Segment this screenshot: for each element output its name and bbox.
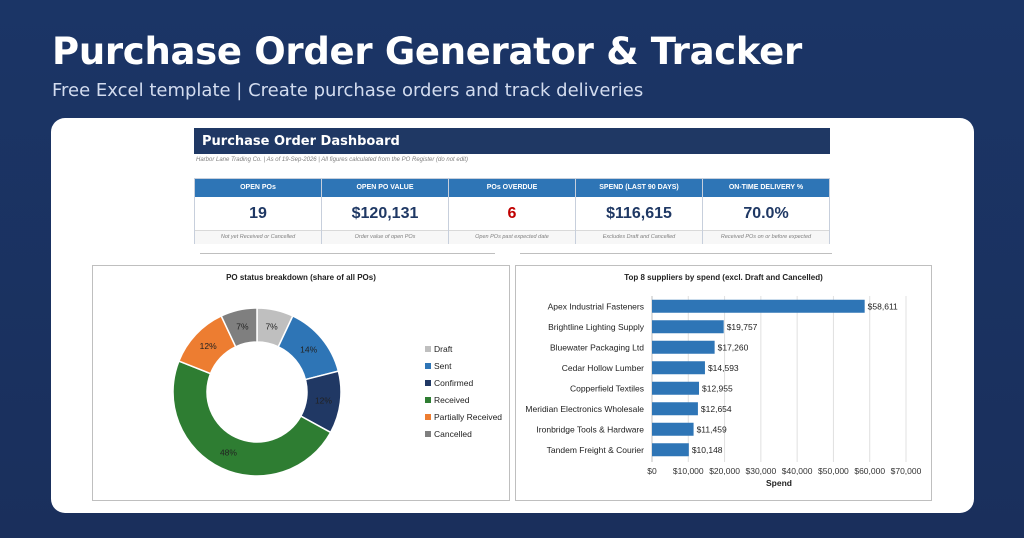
legend-swatch [425, 363, 431, 369]
kpi-value: 70.0% [743, 205, 789, 222]
x-tick-label: $20,000 [709, 466, 740, 476]
donut-slice [172, 360, 332, 477]
legend-swatch [425, 431, 431, 437]
bar [652, 361, 705, 375]
kpi-open-po-value: OPEN PO VALUE $120,131 Order value of op… [322, 178, 449, 244]
legend-item: Draft [434, 344, 453, 354]
slice-label: 7% [265, 322, 278, 332]
x-tick-label: $30,000 [745, 466, 776, 476]
legend-item: Confirmed [434, 378, 473, 388]
kpi-note: Open POs past expected date [449, 230, 575, 244]
chart-title: PO status breakdown (share of all POs) [226, 273, 376, 282]
data-label: $19,757 [727, 322, 758, 332]
kpi-open-pos: OPEN POs 19 Not yet Received or Cancelle… [194, 178, 322, 244]
dashboard-meta: Harbor Lane Trading Co. | As of 19-Sep-2… [196, 157, 469, 163]
legend-swatch [425, 380, 431, 386]
bar [652, 402, 698, 416]
kpi-on-time-delivery: ON-TIME DELIVERY % 70.0% Received POs on… [703, 178, 830, 244]
legend-swatch [425, 414, 431, 420]
kpi-spend-90-days: SPEND (LAST 90 DAYS) $116,615 Excludes D… [576, 178, 703, 244]
kpi-value: 19 [249, 205, 267, 222]
x-tick-label: $70,000 [891, 466, 922, 476]
kpi-label: POs OVERDUE [449, 179, 575, 197]
data-label: $12,654 [701, 404, 732, 414]
x-tick-label: $40,000 [782, 466, 813, 476]
data-label: $17,260 [718, 342, 749, 352]
kpi-value: $116,615 [606, 205, 672, 222]
donut-slice [220, 307, 258, 348]
kpi-note: Received POs on or before expected [703, 230, 829, 244]
data-label: $10,148 [692, 445, 723, 455]
legend-item: Sent [434, 361, 452, 371]
dashboard-title: Purchase Order Dashboard [194, 128, 830, 154]
category-label: Apex Industrial Fasteners [548, 301, 644, 311]
kpi-note: Order value of open POs [322, 230, 448, 244]
kpi-pos-overdue: POs OVERDUE 6 Open POs past expected dat… [449, 178, 576, 244]
category-label: Ironbridge Tools & Hardware [536, 424, 644, 434]
donut-chart: 7% 14% 12% 48% 12% 7% Draft Sent Confirmed Receiv… [172, 307, 502, 477]
legend-item: Partially Received [434, 412, 502, 422]
slice-label: 12% [315, 395, 332, 405]
legend-swatch [425, 397, 431, 403]
legend-item: Cancelled [434, 429, 472, 439]
kpi-label: OPEN POs [195, 179, 321, 197]
slice-label: 12% [200, 341, 217, 351]
bar [652, 422, 694, 436]
legend-item: Received [434, 395, 470, 405]
x-tick-label: $60,000 [854, 466, 885, 476]
kpi-label: ON-TIME DELIVERY % [703, 179, 829, 197]
kpi-label: OPEN PO VALUE [322, 179, 448, 197]
status-chart: PO status breakdown (share of all POs) 7… [92, 265, 510, 501]
legend-swatch [425, 346, 431, 352]
kpi-label: SPEND (LAST 90 DAYS) [576, 179, 702, 197]
x-axis-title: Spend [766, 478, 792, 488]
bar [652, 443, 689, 457]
category-label: Bluewater Packaging Ltd [550, 342, 644, 352]
bar [652, 381, 700, 395]
data-label: $12,955 [702, 383, 733, 393]
kpi-note: Excludes Draft and Cancelled [576, 230, 702, 244]
category-label: Tandem Freight & Courier [547, 445, 644, 455]
kpi-note: Not yet Received or Cancelled [195, 230, 321, 244]
supplier-chart: Top 8 suppliers by spend (excl. Draft an… [515, 265, 932, 501]
kpi-value: $120,131 [351, 205, 419, 222]
slice-label: 7% [236, 322, 249, 332]
data-label: $14,593 [708, 363, 739, 373]
chart-title: Top 8 suppliers by spend (excl. Draft an… [624, 273, 823, 282]
bar [652, 299, 865, 313]
bar-chart: $0 $10,000 $20,000 $30,000 $40,000 $50,000 $60… [525, 296, 922, 488]
data-label: $11,459 [697, 424, 727, 434]
category-label: Cedar Hollow Lumber [562, 363, 644, 373]
x-tick-label: $0 [647, 466, 657, 476]
x-tick-label: $10,000 [673, 466, 704, 476]
divider [200, 253, 495, 254]
category-label: Copperfield Textiles [570, 383, 644, 393]
data-label: $58,611 [868, 301, 898, 311]
x-tick-label: $50,000 [818, 466, 849, 476]
hero-title: Purchase Order Generator & Tracker [52, 30, 802, 73]
kpi-row: OPEN POs 19 Not yet Received or Cancelle… [194, 178, 830, 244]
divider [520, 253, 832, 254]
kpi-value: 6 [507, 205, 517, 222]
bar [652, 340, 715, 354]
slice-label: 14% [300, 344, 317, 354]
bar [652, 320, 724, 334]
hero-subtitle: Free Excel template | Create purchase or… [52, 80, 644, 101]
slice-label: 48% [220, 448, 237, 458]
category-label: Meridian Electronics Wholesale [525, 404, 644, 414]
category-label: Brightline Lighting Supply [548, 322, 645, 332]
